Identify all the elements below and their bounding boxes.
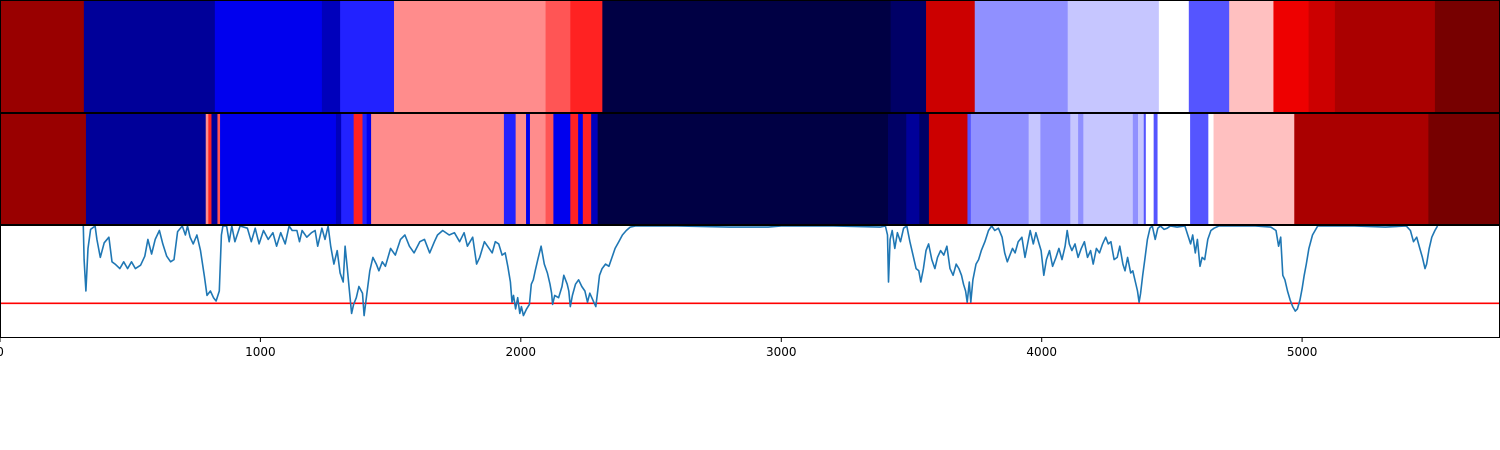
bottom-strip-segment-18 [553,114,571,225]
bottom-strip-segment-35 [1132,114,1139,225]
bottom-strip-segment-11 [366,114,372,225]
x-tick-label-3: 3000 [766,345,797,359]
top-strip-segment-19 [1434,1,1500,112]
bottom-strip-segment-30 [1028,114,1041,225]
top-strip-segment-16 [1273,1,1309,112]
bottom-strip-segment-40 [1157,114,1191,225]
bottom-strip-segment-7 [335,114,342,225]
top-strip-segment-12 [1067,1,1160,112]
series-line [82,225,1439,317]
bottom-strip-segment-45 [1428,114,1500,225]
bottom-strip-segment-31 [1040,114,1071,225]
bottom-strip-segment-29 [970,114,1030,225]
x-tick-label-0: 0 [0,345,4,359]
top-strip-segment-3 [321,1,341,112]
bottom-strip-segment-32 [1070,114,1079,225]
bottom-strip-segment-33 [1078,114,1084,225]
bottom-strip-segment-16 [529,114,546,225]
bottom-strip-segment-15 [526,114,531,225]
bottom-strip-segment-5 [217,114,221,225]
bottom-strip-segment-9 [353,114,363,225]
top-strip-segment-5 [394,1,546,112]
bottom-strip-segment-42 [1208,114,1214,225]
top-strip-segment-10 [926,1,976,112]
x-tick-label-2: 2000 [506,345,537,359]
bottom-strip-segment-23 [597,114,889,225]
x-tick-label-5: 5000 [1287,345,1318,359]
top-strip-segment-14 [1188,1,1230,112]
bottom-strip-segment-2 [205,114,209,225]
bottom-strip-segment-19 [570,114,579,225]
bottom-strip-segment-22 [591,114,599,225]
bottom-strip-segment-36 [1138,114,1145,225]
top-strip-segment-9 [890,1,927,112]
bottom-strip-segment-41 [1190,114,1209,225]
top-strip-segment-0 [0,1,85,112]
bottom-strip-segment-26 [919,114,930,225]
bottom-strip-segment-24 [888,114,907,225]
line-panel [0,225,1500,317]
bottom-heatmap-strip [0,114,1500,225]
bottom-strip-segment-21 [582,114,592,225]
bottom-strip-segment-14 [515,114,527,225]
bottom-strip-segment-44 [1294,114,1429,225]
bottom-strip-segment-34 [1083,114,1134,225]
bottom-strip-segment-12 [371,114,505,225]
x-tick-label-4: 4000 [1026,345,1057,359]
top-strip-segment-1 [83,1,216,112]
bottom-strip-segment-25 [906,114,920,225]
bottom-strip-segment-39 [1153,114,1158,225]
bottom-strip-segment-37 [1143,114,1147,225]
bottom-strip-segment-4 [211,114,218,225]
bottom-strip-segment-6 [220,114,337,225]
top-strip-segment-8 [602,1,892,112]
top-strip-segment-18 [1334,1,1436,112]
bottom-strip-segment-3 [208,114,212,225]
top-strip-segment-15 [1229,1,1274,112]
bottom-strip-segment-20 [578,114,584,225]
bottom-strip-segment-13 [503,114,517,225]
bottom-strip-segment-1 [85,114,207,225]
top-heatmap-strip [0,1,1500,112]
x-axis: 0 1000 2000 3000 4000 5000 [0,338,1317,359]
top-strip-segment-17 [1308,1,1336,112]
bottom-strip-segment-43 [1213,114,1295,225]
bottom-strip-segment-8 [341,114,355,225]
top-strip-segment-7 [570,1,603,112]
bottom-strip-segment-10 [362,114,368,225]
bottom-strip-segment-38 [1145,114,1155,225]
top-strip-segment-4 [340,1,395,112]
top-strip-segment-2 [214,1,323,112]
bottom-strip-segment-27 [928,114,968,225]
top-strip-segment-11 [974,1,1069,112]
x-tick-label-1: 1000 [245,345,276,359]
bottom-strip-segment-28 [967,114,972,225]
bottom-strip-segment-0 [0,114,87,225]
top-strip-segment-6 [545,1,571,112]
top-strip-segment-13 [1158,1,1190,112]
bottom-strip-segment-17 [545,114,554,225]
